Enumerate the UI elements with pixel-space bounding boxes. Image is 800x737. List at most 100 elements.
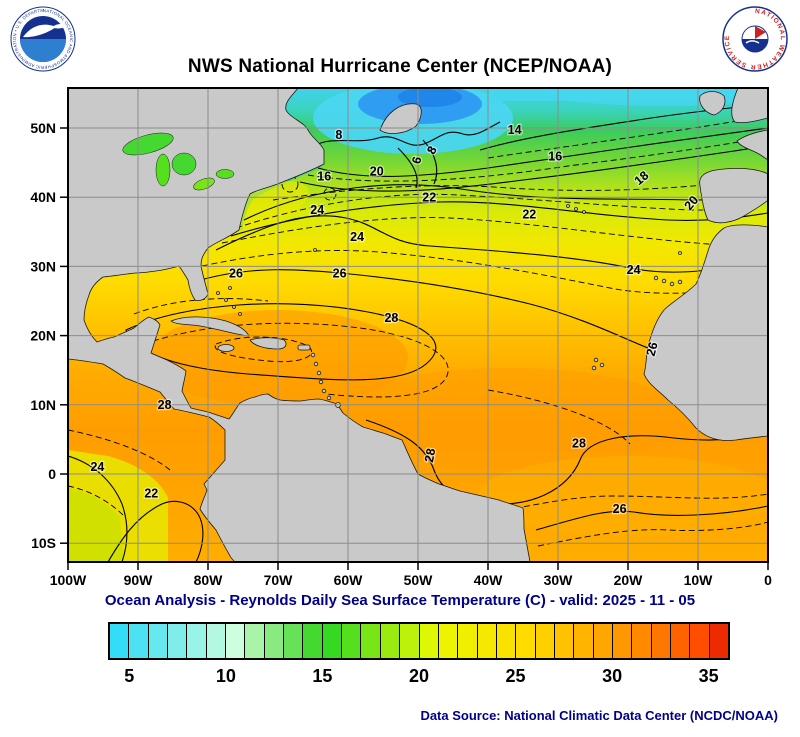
- puerto-rico: [297, 344, 311, 351]
- newfoundland-island: [379, 103, 422, 134]
- colorbar-cell: [554, 624, 575, 658]
- y-axis-tick-label: 10S: [31, 535, 56, 551]
- x-axis-tick-label: 90W: [124, 572, 154, 588]
- colorbar-cell: [670, 624, 691, 658]
- colorbar-cell: [264, 624, 285, 658]
- contour-label: 28: [422, 447, 438, 463]
- colorbar-cell: [187, 624, 207, 658]
- contour-label: 24: [350, 230, 364, 244]
- colorbar-cell: [535, 624, 555, 658]
- colorbar-cell: [651, 624, 671, 658]
- france: [736, 129, 768, 161]
- y-axis-tick-label: 50N: [30, 120, 56, 136]
- colorbar-cell: [342, 624, 362, 658]
- axis-labels: 100W 90W 80W 70W 60W 50W 40W 30W 20W 10W 0 50N 40N 30…: [30, 120, 772, 588]
- x-axis-tick-label: 0: [764, 572, 772, 588]
- contour-label: 26: [229, 266, 243, 280]
- colorbar-cell: [612, 624, 633, 658]
- page-title: NWS National Hurricane Center (NCEP/NOAA…: [187, 56, 613, 77]
- colorbar-cell: [284, 624, 304, 658]
- noaa-seagull-wing-icon: [52, 24, 66, 29]
- noaa-logo: NATIONAL OCEANIC AND ATMOSPHERIC ADMINIS…: [10, 6, 76, 72]
- x-axis-tick-label: 50W: [404, 572, 434, 588]
- contour-label: 28: [158, 398, 172, 412]
- colorbar-cell: [322, 624, 343, 658]
- contour-label: 22: [422, 190, 436, 204]
- great-lakes: [122, 132, 235, 191]
- colorbar-tick-labels: 5 10 15 20 25 30 35: [110, 664, 728, 690]
- contour-label: 26: [333, 266, 347, 280]
- data-source-note: Data Source: National Climatic Data Cent…: [420, 708, 778, 723]
- y-axis-tick-label: 30N: [30, 258, 56, 274]
- colorbar-cell: [148, 624, 169, 658]
- contour-label: 24: [310, 203, 324, 217]
- nws-gull-icon: [745, 40, 760, 44]
- map-subtitle: Ocean Analysis - Reynolds Daily Sea Surf…: [104, 592, 696, 609]
- colorbar-cell: [477, 624, 497, 658]
- colorbar-cell: [419, 624, 439, 658]
- contour-label: 26: [644, 341, 661, 358]
- colorbar-cell: [400, 624, 420, 658]
- y-axis-tick-label: 40N: [30, 189, 56, 205]
- contour-label: 24: [90, 460, 104, 474]
- y-axis-tick-label: 20N: [30, 328, 56, 344]
- colorbar-cell: [206, 624, 227, 658]
- africa: [643, 224, 768, 441]
- lat-lon-grid: [68, 88, 768, 562]
- colorbar-cell: [226, 624, 246, 658]
- noaa-emblem-sea: [20, 39, 66, 62]
- y-axis-tick-label: 0: [48, 466, 56, 482]
- x-axis-tick-label: 20W: [614, 572, 644, 588]
- noaa-seagull-icon: [23, 24, 56, 38]
- y-axis-tick-label: 10N: [30, 397, 56, 413]
- nws-logo: NATIONAL WEATHER SERVICE: [722, 6, 788, 72]
- contour-label: 24: [627, 263, 641, 277]
- contour-label: 16: [317, 170, 331, 184]
- x-axis-tick-label: 80W: [194, 572, 224, 588]
- contour-label: 20: [370, 165, 384, 179]
- colorbar-tick-label: 15: [312, 666, 333, 686]
- colorbar-cell: [168, 624, 188, 658]
- colorbar-cell: [516, 624, 536, 658]
- colorbar-tick-label: 35: [698, 666, 719, 686]
- x-axis-tick-label: 10W: [684, 572, 714, 588]
- colorbar-tick-label: 10: [215, 666, 236, 686]
- americas-landmass: [68, 88, 531, 562]
- land-layer: [68, 88, 768, 562]
- contour-label: 22: [144, 487, 158, 501]
- colorbar-tick-label: 30: [602, 666, 623, 686]
- colorbar-cell: [496, 624, 517, 658]
- contour-label: 28: [384, 311, 398, 325]
- colorbar-cell: [574, 624, 594, 658]
- colorbar-tick-label: 20: [408, 666, 430, 686]
- temperature-colorbar: [108, 622, 730, 660]
- ireland: [699, 91, 726, 116]
- colorbar-cell: [709, 624, 728, 658]
- contour-label: 8: [335, 128, 342, 142]
- x-axis-tick-label: 100W: [50, 572, 87, 588]
- x-axis-tick-label: 70W: [264, 572, 294, 588]
- colorbar-cell: [245, 624, 265, 658]
- colorbar-tick-label: 5: [124, 666, 135, 686]
- colorbar-cell: [458, 624, 478, 658]
- colorbar-cell: [361, 624, 381, 658]
- contour-label: 14: [508, 123, 522, 137]
- hispaniola: [249, 337, 287, 350]
- contour-label: 22: [522, 208, 536, 222]
- jamaica: [217, 344, 235, 352]
- contour-label: 26: [613, 502, 627, 516]
- x-axis-tick-label: 60W: [334, 572, 364, 588]
- colorbar-cell: [110, 624, 130, 658]
- britain: [731, 88, 768, 124]
- colorbar-cell: [632, 624, 652, 658]
- colorbar-cell: [129, 624, 149, 658]
- contour-label: 16: [548, 150, 562, 164]
- contour-label: 28: [572, 437, 586, 451]
- colorbar-tick-label: 25: [505, 666, 526, 686]
- colorbar-cell: [438, 624, 459, 658]
- colorbar-cell: [690, 624, 710, 658]
- iberia: [699, 167, 768, 224]
